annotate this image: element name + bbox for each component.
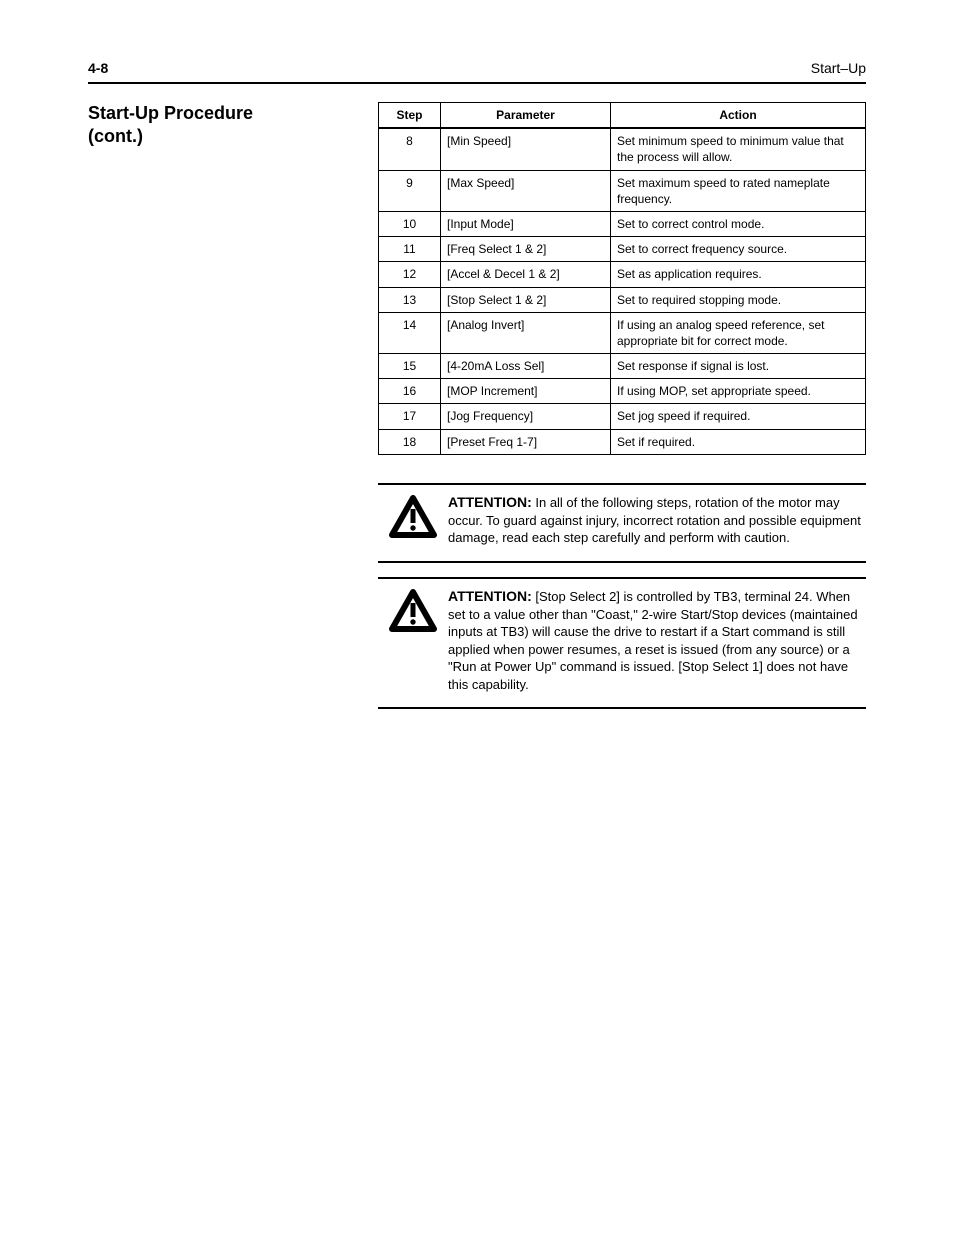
col-header-parameter: Parameter [441, 103, 611, 129]
col-header-step: Step [379, 103, 441, 129]
warning-triangle-icon [388, 495, 438, 542]
table-row: 14[Analog Invert]If using an analog spee… [379, 312, 866, 353]
table-row: 18[Preset Freq 1-7]Set if required. [379, 429, 866, 454]
page-header: 4-8 Start–Up [88, 60, 866, 84]
attention-rule-bottom [378, 561, 866, 563]
attention-label: ATTENTION: [448, 494, 532, 510]
section-heading-col: Start-Up Procedure (cont.) [88, 102, 378, 147]
cell-step: 16 [379, 379, 441, 404]
table-row: 13[Stop Select 1 & 2]Set to required sto… [379, 287, 866, 312]
cell-action: Set to correct frequency source. [611, 237, 866, 262]
cell-step: 8 [379, 128, 441, 170]
cell-action: Set to required stopping mode. [611, 287, 866, 312]
startup-table: Step Parameter Action 8[Min Speed]Set mi… [378, 102, 866, 455]
section-heading-line2: (cont.) [88, 126, 143, 146]
cell-param: [Max Speed] [441, 170, 611, 211]
cell-param: [Accel & Decel 1 & 2] [441, 262, 611, 287]
cell-action: If using an analog speed reference, set … [611, 312, 866, 353]
table-row: 17[Jog Frequency]Set jog speed if requir… [379, 404, 866, 429]
cell-step: 12 [379, 262, 441, 287]
cell-param: [Analog Invert] [441, 312, 611, 353]
attention-text: ATTENTION: [Stop Select 2] is controlled… [448, 587, 866, 694]
content-row: Start-Up Procedure (cont.) Step Paramete… [88, 102, 866, 709]
col-header-action: Action [611, 103, 866, 129]
cell-step: 18 [379, 429, 441, 454]
cell-action: If using MOP, set appropriate speed. [611, 379, 866, 404]
attention-block-1: ATTENTION: In all of the following steps… [378, 483, 866, 563]
cell-action: Set maximum speed to rated nameplate fre… [611, 170, 866, 211]
table-row: 11[Freq Select 1 & 2]Set to correct freq… [379, 237, 866, 262]
attention-body: ATTENTION: In all of the following steps… [378, 485, 866, 561]
cell-action: Set if required. [611, 429, 866, 454]
attention-body: ATTENTION: [Stop Select 2] is controlled… [378, 579, 866, 708]
table-row: 9[Max Speed]Set maximum speed to rated n… [379, 170, 866, 211]
cell-step: 14 [379, 312, 441, 353]
table-row: 10[Input Mode]Set to correct control mod… [379, 211, 866, 236]
cell-action: Set jog speed if required. [611, 404, 866, 429]
cell-step: 10 [379, 211, 441, 236]
cell-param: [MOP Increment] [441, 379, 611, 404]
attention-label: ATTENTION: [448, 588, 532, 604]
page-root: 4-8 Start–Up Start-Up Procedure (cont.) … [0, 0, 954, 749]
warning-icon-cell [378, 587, 448, 636]
cell-param: [4-20mA Loss Sel] [441, 354, 611, 379]
chapter-title: Start–Up [811, 60, 866, 76]
chapter-number: 4-8 [88, 60, 108, 76]
attention-text: ATTENTION: In all of the following steps… [448, 493, 866, 547]
table-row: 15[4-20mA Loss Sel]Set response if signa… [379, 354, 866, 379]
table-body: 8[Min Speed]Set minimum speed to minimum… [379, 128, 866, 454]
right-column: Step Parameter Action 8[Min Speed]Set mi… [378, 102, 866, 709]
cell-step: 9 [379, 170, 441, 211]
cell-action: Set to correct control mode. [611, 211, 866, 236]
attention-block-2: ATTENTION: [Stop Select 2] is controlled… [378, 577, 866, 710]
cell-param: [Min Speed] [441, 128, 611, 170]
cell-action: Set as application requires. [611, 262, 866, 287]
table-row: 12[Accel & Decel 1 & 2]Set as applicatio… [379, 262, 866, 287]
cell-param: [Freq Select 1 & 2] [441, 237, 611, 262]
table-header-row: Step Parameter Action [379, 103, 866, 129]
cell-param: [Input Mode] [441, 211, 611, 236]
cell-param: [Stop Select 1 & 2] [441, 287, 611, 312]
cell-param: [Jog Frequency] [441, 404, 611, 429]
warning-triangle-icon [388, 589, 438, 636]
section-heading: Start-Up Procedure (cont.) [88, 102, 360, 147]
cell-step: 15 [379, 354, 441, 379]
warning-icon-cell [378, 493, 448, 542]
cell-step: 17 [379, 404, 441, 429]
cell-action: Set response if signal is lost. [611, 354, 866, 379]
table-row: 8[Min Speed]Set minimum speed to minimum… [379, 128, 866, 170]
cell-param: [Preset Freq 1-7] [441, 429, 611, 454]
cell-step: 11 [379, 237, 441, 262]
attention-body-text: [Stop Select 2] is controlled by TB3, te… [448, 589, 858, 692]
cell-step: 13 [379, 287, 441, 312]
table-row: 16[MOP Increment]If using MOP, set appro… [379, 379, 866, 404]
cell-action: Set minimum speed to minimum value that … [611, 128, 866, 170]
attention-rule-bottom [378, 707, 866, 709]
section-heading-line1: Start-Up Procedure [88, 103, 253, 123]
